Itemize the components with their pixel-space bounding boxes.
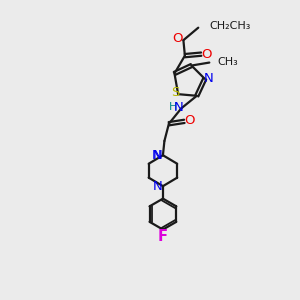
Text: CH₂CH₃: CH₂CH₃: [210, 21, 251, 31]
Text: O: O: [172, 32, 183, 45]
Text: S: S: [172, 86, 180, 100]
Text: N: N: [174, 100, 184, 114]
Text: N: N: [152, 149, 162, 162]
Text: N: N: [153, 180, 163, 193]
Text: F: F: [158, 229, 168, 244]
Text: N: N: [153, 149, 163, 162]
Text: H: H: [169, 102, 177, 112]
Text: O: O: [184, 114, 195, 127]
Text: CH₃: CH₃: [218, 57, 239, 67]
Text: O: O: [201, 48, 211, 61]
Text: N: N: [203, 72, 213, 85]
